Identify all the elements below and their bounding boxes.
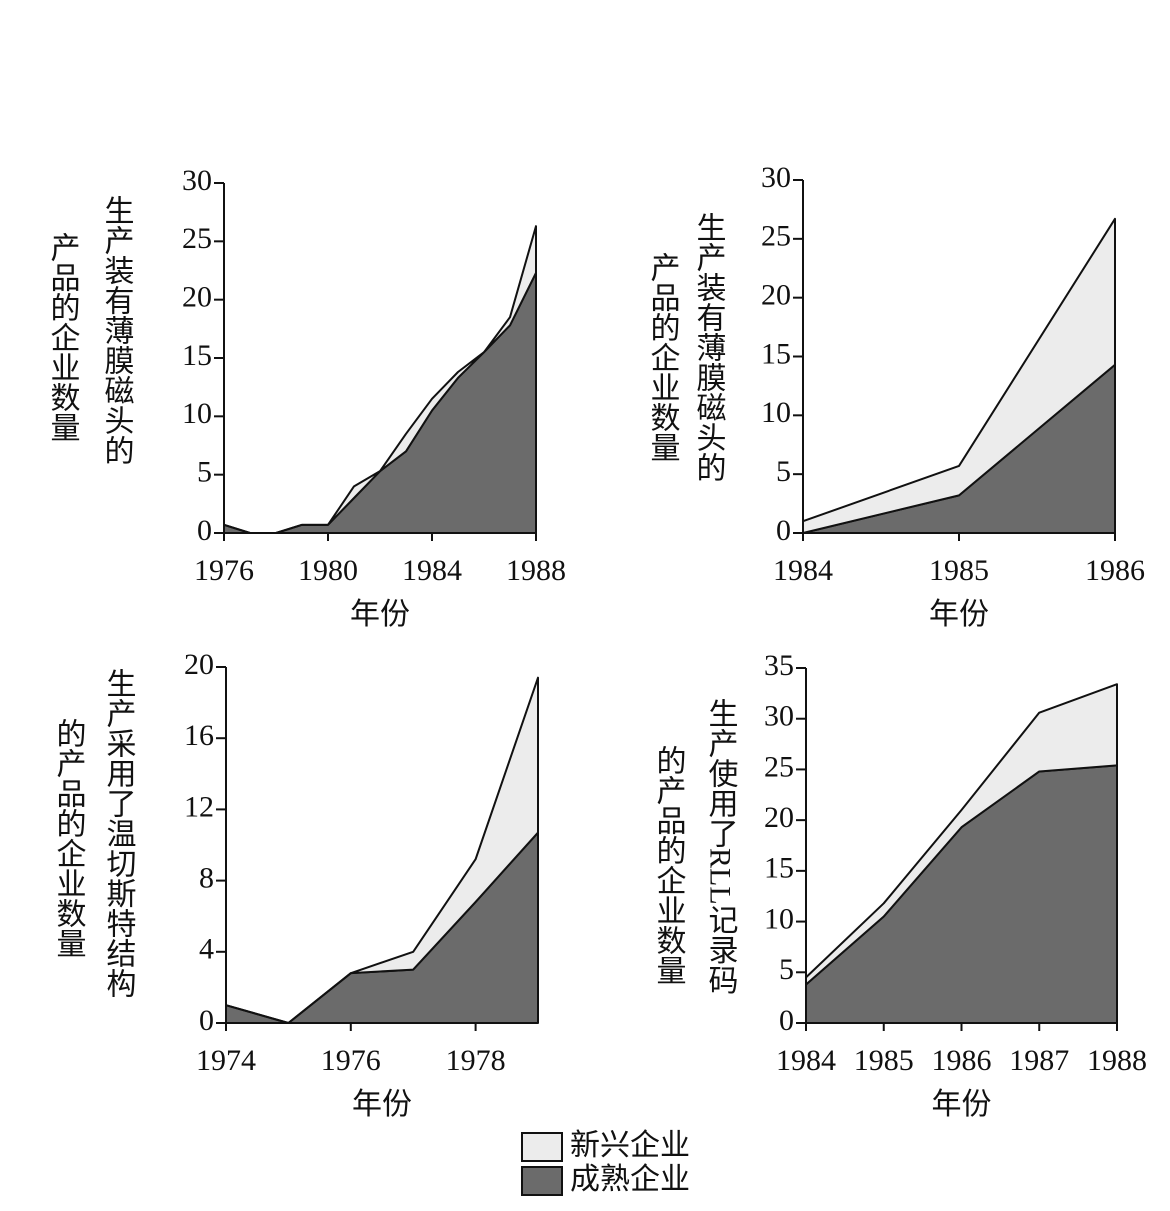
y-tick-label: 16 (184, 719, 214, 752)
y-tick-label: 12 (184, 790, 214, 823)
y-tick-label: 20 (182, 281, 212, 314)
y-tick-label: 25 (182, 222, 212, 255)
y-axis-title: 的产品的企业数量 (652, 745, 687, 985)
x-axis-title: 年份 (929, 598, 989, 631)
x-tick-label: 1988 (1087, 1044, 1147, 1077)
y-tick-label: 0 (199, 1004, 214, 1037)
y-tick-label: 8 (199, 861, 214, 894)
y-tick-label: 20 (764, 801, 794, 834)
x-tick-label: 1978 (446, 1044, 506, 1077)
y-tick-label: 0 (779, 1004, 794, 1037)
y-axis-title: 产品的企业数量 (646, 252, 681, 462)
x-axis-title: 年份 (932, 1088, 992, 1121)
y-tick-label: 25 (764, 750, 794, 783)
y-tick-label: 5 (779, 953, 794, 986)
y-tick-label: 25 (761, 220, 791, 253)
area (225, 676, 539, 1024)
x-tick-label: 1985 (854, 1044, 914, 1077)
y-tick-label: 20 (761, 279, 791, 312)
y-tick-label: 0 (197, 514, 212, 547)
y-tick-label: 5 (197, 456, 212, 489)
area (805, 683, 1118, 986)
y-tick-label: 15 (182, 339, 212, 372)
y-axis-title: 生产装有薄膜磁头的 (100, 195, 135, 465)
y-axis-title: 生产采用了温切斯特结构 (102, 668, 137, 998)
y-tick-label: 30 (761, 161, 791, 194)
area (805, 764, 1118, 1024)
x-tick-label: 1985 (929, 554, 989, 587)
x-tick-label: 1976 (194, 554, 254, 587)
y-axis-title: 生产装有薄膜磁头的 (692, 212, 727, 482)
y-tick-label: 5 (776, 455, 791, 488)
x-tick-label: 1976 (321, 1044, 381, 1077)
y-axis-title: 生产使用了RLL记录码 (704, 698, 739, 995)
x-tick-label: 1980 (298, 554, 358, 587)
y-tick-label: 10 (761, 396, 791, 429)
legend-label: 新兴企业 (570, 1129, 690, 1162)
y-axis-title: 的产品的企业数量 (52, 718, 87, 958)
x-tick-label: 1984 (773, 554, 833, 587)
x-axis-title: 年份 (352, 1088, 412, 1121)
x-tick-label: 1984 (776, 1044, 836, 1077)
y-tick-label: 30 (182, 164, 212, 197)
x-tick-label: 1986 (932, 1044, 992, 1077)
y-tick-label: 10 (182, 397, 212, 430)
legend-label: 成熟企业 (570, 1163, 690, 1196)
y-tick-label: 10 (764, 902, 794, 935)
area (223, 271, 537, 534)
y-tick-label: 15 (761, 337, 791, 370)
y-axis-title: 产品的企业数量 (46, 232, 81, 442)
y-tick-label: 35 (764, 649, 794, 682)
x-tick-label: 1988 (506, 554, 566, 587)
y-tick-label: 30 (764, 700, 794, 733)
x-tick-label: 1984 (402, 554, 462, 587)
y-tick-label: 4 (199, 933, 214, 966)
x-tick-label: 1987 (1009, 1044, 1069, 1077)
area (223, 225, 537, 534)
y-tick-label: 0 (776, 514, 791, 547)
y-tick-label: 20 (184, 648, 214, 681)
y-tick-label: 15 (764, 852, 794, 885)
x-tick-label: 1986 (1085, 554, 1145, 587)
legend-swatch (521, 1132, 563, 1162)
legend-swatch (521, 1166, 563, 1196)
x-tick-label: 1974 (196, 1044, 256, 1077)
x-axis-title: 年份 (350, 598, 410, 631)
